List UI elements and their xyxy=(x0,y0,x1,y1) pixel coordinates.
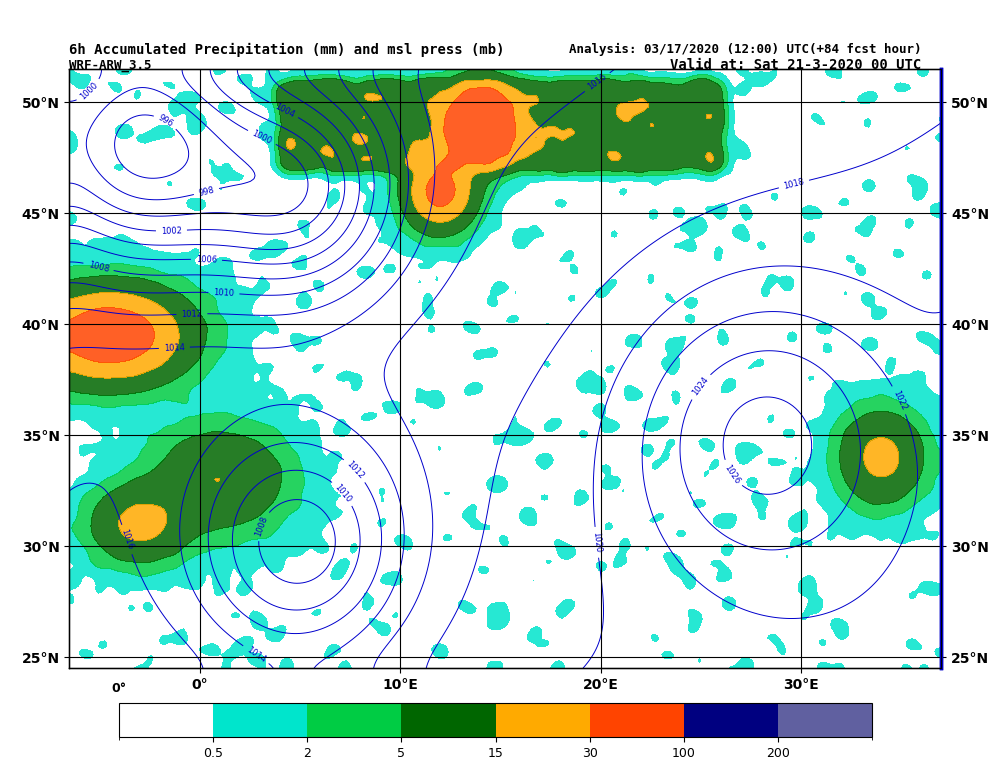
Text: 6h Accumulated Precipitation (mm) and msl press (mb): 6h Accumulated Precipitation (mm) and ms… xyxy=(69,43,504,57)
Text: 1008: 1008 xyxy=(87,260,110,273)
Text: 1002: 1002 xyxy=(161,226,182,236)
Text: 1000: 1000 xyxy=(78,81,100,101)
Text: 1012: 1012 xyxy=(181,310,202,319)
Text: 0°: 0° xyxy=(111,682,127,695)
Text: 1012: 1012 xyxy=(345,459,366,481)
Text: 1022: 1022 xyxy=(891,389,908,412)
Text: 1000: 1000 xyxy=(251,129,274,146)
Text: 1018: 1018 xyxy=(783,177,806,191)
Text: WRF-ARW_3.5: WRF-ARW_3.5 xyxy=(69,59,152,71)
Text: 1014: 1014 xyxy=(164,343,185,353)
Text: 1004: 1004 xyxy=(274,101,296,119)
Text: Valid at: Sat 21-3-2020 00 UTC: Valid at: Sat 21-3-2020 00 UTC xyxy=(670,58,922,72)
Text: 1024: 1024 xyxy=(691,376,711,398)
Text: Analysis: 03/17/2020 (12:00) UTC(+84 fcst hour): Analysis: 03/17/2020 (12:00) UTC(+84 fcs… xyxy=(569,43,922,57)
Text: 1016: 1016 xyxy=(586,72,608,92)
Text: 1010: 1010 xyxy=(333,482,354,504)
Text: 1016: 1016 xyxy=(119,528,135,551)
Text: 1008: 1008 xyxy=(254,515,270,538)
Text: 996: 996 xyxy=(157,113,174,129)
Text: 1026: 1026 xyxy=(722,462,741,485)
Text: 1014: 1014 xyxy=(245,645,268,664)
Text: 1006: 1006 xyxy=(196,255,217,264)
Text: 1010: 1010 xyxy=(213,288,235,298)
Text: 998: 998 xyxy=(197,185,215,197)
Text: 1020: 1020 xyxy=(591,531,603,553)
